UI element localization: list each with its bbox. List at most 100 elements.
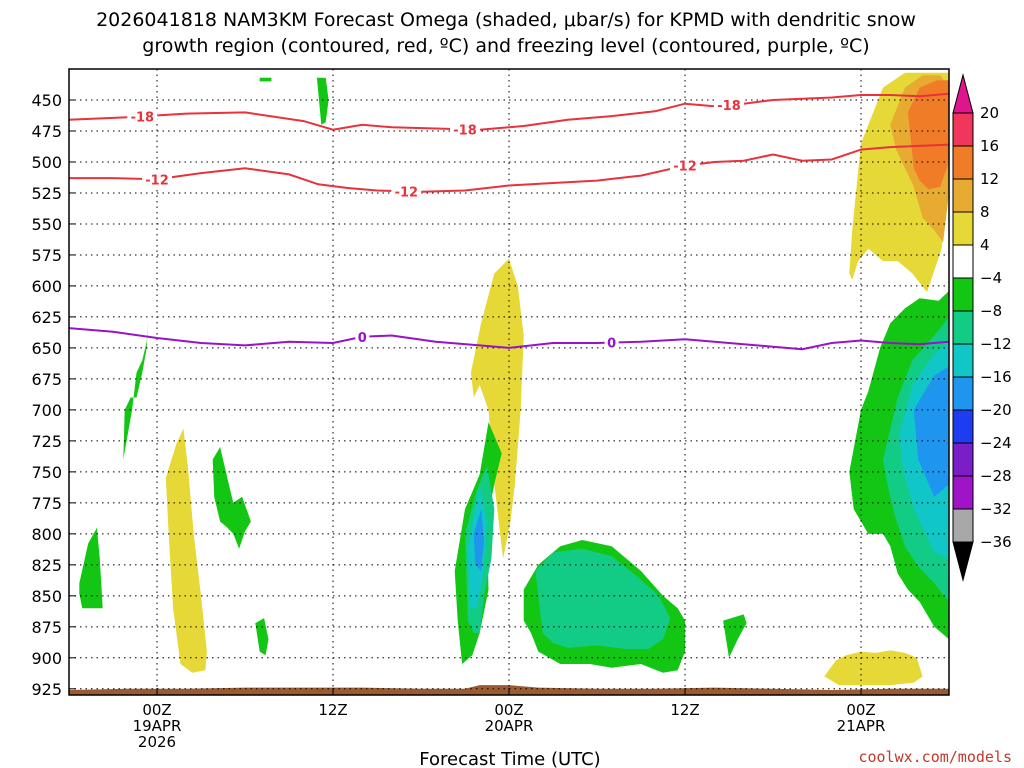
y-tick-label: 875: [31, 618, 62, 637]
colorbar-swatch: [952, 343, 974, 378]
colorbar-label: −32: [980, 500, 1012, 518]
y-tick-label: 900: [31, 649, 62, 668]
colorbar-label: −20: [980, 401, 1012, 419]
contour-label-bg: [391, 184, 422, 199]
colorbar-label: −28: [980, 467, 1012, 485]
omega-region-11: [259, 77, 272, 82]
colorbar-swatch: [952, 277, 974, 312]
x-tick-label: 19APR: [133, 717, 182, 735]
x-tick-label: 00Z: [494, 701, 523, 719]
y-tick-label: 925: [31, 680, 62, 699]
contour-label: 0: [358, 331, 367, 346]
colorbar-swatch: [952, 145, 974, 180]
colorbar-label: −16: [980, 368, 1012, 386]
omega-region-2: [824, 650, 923, 686]
y-tick-label: 450: [31, 91, 62, 110]
y-tick-label: 775: [31, 494, 62, 513]
colorbar-swatch: [952, 475, 974, 510]
colorbar-label: 20: [980, 104, 999, 122]
omega-region-10: [316, 77, 329, 125]
colorbar: 20 16 12 8 4 −4 −8 −12 −16 −20 −24 −28 −32 −36: [952, 73, 1012, 582]
colorbar-swatch: [952, 508, 974, 543]
y-tick-label: 725: [31, 432, 62, 451]
colorbar-label: 12: [980, 170, 999, 188]
x-tick-label: 12Z: [670, 701, 699, 719]
x-tick-label: 00Z: [142, 701, 171, 719]
colorbar-swatch: [952, 376, 974, 411]
y-tick-label: 525: [31, 184, 62, 203]
chart-title-line-1: 2026041818 NAM3KM Forecast Omega (shaded…: [96, 9, 916, 31]
y-tick-label: 625: [31, 308, 62, 327]
contour-label-bg: [714, 97, 744, 112]
chart-title-line-2: growth region (contoured, red, ºC) and f…: [142, 35, 869, 57]
omega-region-1: [470, 258, 524, 559]
colorbar-bottom-arrow: [952, 541, 974, 582]
colorbar-label: 16: [980, 137, 999, 155]
omega-region-17: [535, 548, 671, 650]
y-tick-label: 850: [31, 587, 62, 606]
x-tick-label: 21APR: [837, 717, 886, 735]
colorbar-swatch: [952, 112, 974, 147]
y-tick-label: 825: [31, 556, 62, 575]
contour-label: -18: [717, 99, 741, 114]
contour-label: -12: [395, 185, 419, 200]
colorbar-label: 4: [980, 236, 990, 254]
contour-line: [69, 92, 949, 131]
y-tick-label: 800: [31, 525, 62, 544]
contour-line: [69, 327, 949, 351]
y-tick-label: 500: [31, 153, 62, 172]
y-tick-label: 700: [31, 401, 62, 420]
colorbar-swatch: [952, 211, 974, 246]
x-tick-label: 00Z: [846, 701, 875, 719]
colorbar-label: −8: [980, 302, 1002, 320]
contour-label-bg: [604, 335, 619, 350]
contour-label-bg: [670, 158, 700, 173]
colorbar-swatch: [952, 244, 974, 279]
colorbar-label: −24: [980, 434, 1012, 452]
x-tick-label: 20APR: [485, 717, 534, 735]
colorbar-label: −4: [980, 269, 1002, 287]
contour-label: -18: [131, 110, 155, 125]
y-tick-label: 550: [31, 215, 62, 234]
y-tick-label: 575: [31, 246, 62, 265]
y-tick-label: 650: [31, 339, 62, 358]
contour-label-bg: [127, 109, 158, 124]
contour-label-bg: [355, 329, 370, 344]
colorbar-swatch: [952, 442, 974, 477]
credit-text: coolwx.com/models: [858, 748, 1012, 766]
omega-region-9: [255, 618, 269, 656]
contour-label: -18: [453, 123, 477, 138]
omega-region-7: [79, 527, 103, 609]
omega-region-22: [913, 366, 949, 497]
y-tick-label: 600: [31, 277, 62, 296]
colorbar-swatch: [952, 409, 974, 444]
omega-region-0: [165, 428, 207, 673]
temperature-contours: -18 -18 -18 -12 -12 -12 0 0: [69, 92, 949, 352]
y-axis: 450 475 500 525 550 575 600 625 650 675 700 725 750 7…: [31, 91, 76, 699]
y-tick-label: 750: [31, 463, 62, 482]
contour-label-bg: [450, 122, 480, 137]
colorbar-label: −12: [980, 335, 1012, 353]
contour-label: -12: [145, 173, 169, 188]
x-tick-label: 2026: [138, 733, 176, 751]
colorbar-swatch: [952, 310, 974, 345]
contour-line: [69, 143, 949, 193]
omega-region-14: [723, 614, 747, 658]
contour-label-bg: [142, 172, 172, 187]
y-tick-label: 675: [31, 370, 62, 389]
omega-shading: [79, 72, 949, 686]
colorbar-swatch: [952, 178, 974, 213]
contour-label: -12: [673, 160, 697, 175]
x-tick-label: 12Z: [318, 701, 347, 719]
omega-region-21: [473, 509, 485, 571]
y-tick-label: 475: [31, 122, 62, 141]
omega-region-8: [212, 447, 251, 549]
omega-region-6: [123, 320, 149, 460]
x-axis-label: Forecast Time (UTC): [419, 749, 600, 768]
colorbar-top-arrow: [952, 73, 974, 114]
colorbar-label: 8: [980, 203, 990, 221]
colorbar-label: −36: [980, 533, 1012, 551]
contour-label: 0: [607, 337, 616, 352]
